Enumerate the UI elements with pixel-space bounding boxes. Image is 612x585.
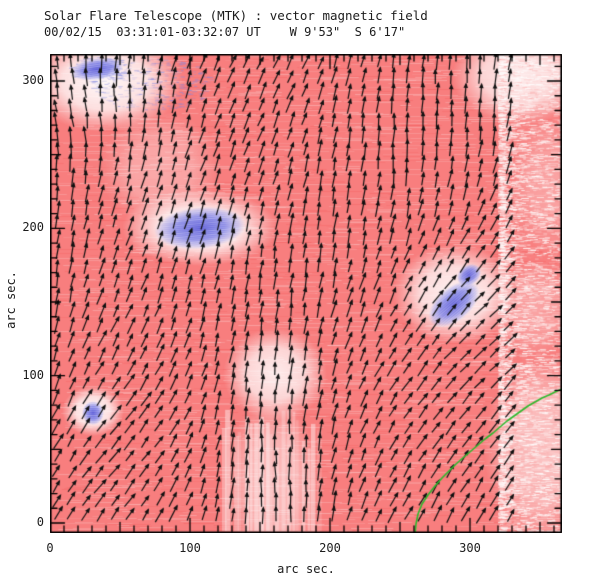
y-axis-tick-label: 0 xyxy=(36,515,44,529)
y-axis-tick-label: 300 xyxy=(22,73,44,87)
plot-subtitle: 00/02/15 03:31:01-03:32:07 UT W 9'53" S … xyxy=(44,25,406,39)
y-axis-tick-label: 200 xyxy=(22,220,44,235)
y-axis-title: arc sec. xyxy=(4,271,18,329)
y-axis-tick-label: 100 xyxy=(22,367,44,382)
x-axis-tick-label: 0 xyxy=(46,541,54,555)
x-axis-tick-label: 300 xyxy=(459,541,481,555)
x-axis-tick-label: 100 xyxy=(179,541,201,555)
x-axis-tick-label: 200 xyxy=(319,541,341,555)
x-axis-title: arc sec. xyxy=(277,562,335,576)
vector-field-plot-canvas xyxy=(50,54,562,533)
plot-title: Solar Flare Telescope (MTK) : vector mag… xyxy=(44,8,428,23)
